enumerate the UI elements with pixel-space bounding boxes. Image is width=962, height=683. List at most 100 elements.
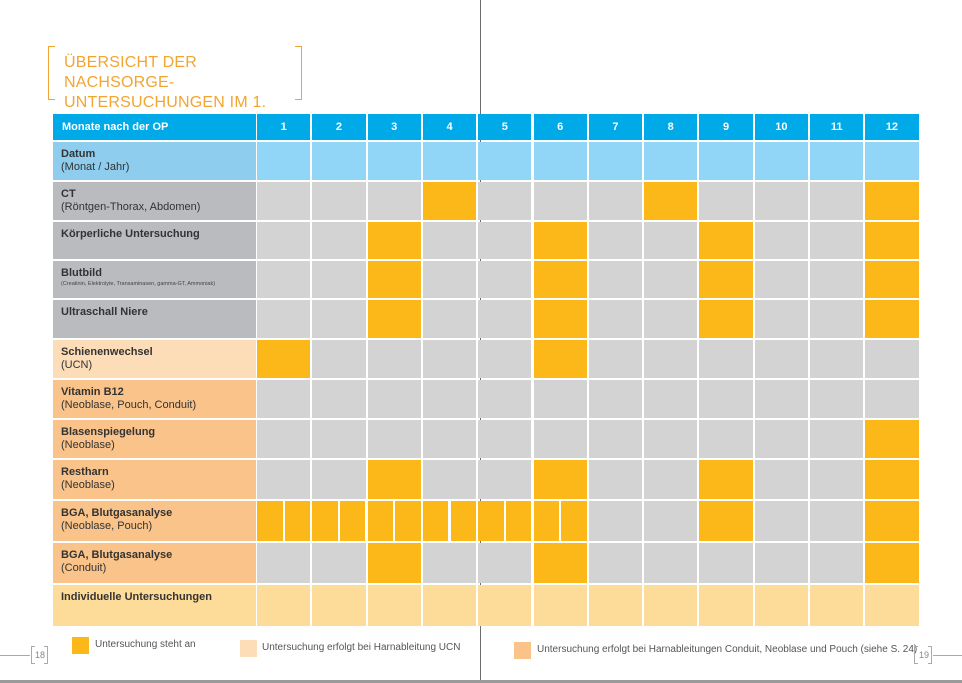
schedule-cell <box>810 182 864 220</box>
schedule-cell-marked <box>422 182 477 220</box>
row-name: Datum <box>61 148 96 160</box>
schedule-cell <box>810 585 864 626</box>
schedule-cell-marked <box>865 222 919 259</box>
schedule-cell <box>257 460 311 499</box>
schedule-cell <box>588 501 643 541</box>
row-label: Restharn (Neoblase) <box>53 460 256 499</box>
schedule-cell <box>754 340 808 378</box>
schedule-cell <box>588 460 643 499</box>
row-name: Körperliche Untersuchung <box>61 228 200 240</box>
schedule-cell <box>312 300 366 338</box>
schedule-cell-marked <box>257 340 311 378</box>
page-title: ÜBERSICHT DER NACHSORGE- UNTERSUCHUNGEN … <box>64 53 294 133</box>
schedule-cell <box>810 340 864 378</box>
schedule-cell <box>588 420 643 458</box>
title-bracket-left <box>48 46 55 100</box>
header-month: 9 <box>699 114 753 140</box>
schedule-cell-marked <box>699 261 753 298</box>
schedule-cell <box>478 543 532 583</box>
legend-swatch-conduit <box>514 642 531 659</box>
schedule-cell <box>699 420 753 458</box>
schedule-cell <box>588 380 643 418</box>
header-month: 7 <box>588 114 643 140</box>
row-label: Datum (Monat / Jahr) <box>53 142 256 180</box>
page-number-rule-right <box>933 655 962 656</box>
schedule-cell-half-marked <box>284 501 311 541</box>
schedule-cell <box>312 585 366 626</box>
schedule-cell-marked <box>533 261 587 298</box>
schedule-cell <box>754 585 808 626</box>
schedule-cell <box>257 420 311 458</box>
schedule-cell <box>754 380 808 418</box>
schedule-cell <box>478 380 532 418</box>
schedule-cell <box>478 222 532 259</box>
schedule-cell-marked <box>699 501 753 541</box>
schedule-cell <box>312 460 366 499</box>
schedule-cell-half-marked <box>339 501 366 541</box>
row-subtitle: (UCN) <box>61 359 93 371</box>
schedule-cell <box>478 420 532 458</box>
schedule-cell <box>257 261 311 298</box>
schedule-cell <box>478 182 532 220</box>
schedule-cell-marked <box>367 261 421 298</box>
schedule-cell-marked <box>533 460 587 499</box>
schedule-cell-half-marked <box>367 501 394 541</box>
schedule-cell <box>810 460 864 499</box>
schedule-cell <box>257 300 311 338</box>
schedule-cell-marked <box>865 182 919 220</box>
row-name: Ultraschall Niere <box>61 306 148 318</box>
row-subtitle: (Neoblase, Pouch, Conduit) <box>61 399 197 411</box>
schedule-cell <box>478 585 532 626</box>
title-block: ÜBERSICHT DER NACHSORGE- UNTERSUCHUNGEN … <box>48 46 302 131</box>
schedule-cell-marked <box>367 300 421 338</box>
schedule-cell <box>810 142 864 180</box>
page-number-right: 19 <box>918 650 929 660</box>
row-subtitle: (Neoblase) <box>61 439 115 451</box>
schedule-cell <box>644 340 698 378</box>
schedule-cell <box>810 380 864 418</box>
schedule-cell <box>257 543 311 583</box>
page-number-bracket-left <box>31 646 35 664</box>
schedule-cell <box>865 585 919 626</box>
schedule-cell <box>422 340 477 378</box>
row-label: CT (Röntgen-Thorax, Abdomen) <box>53 182 256 220</box>
schedule-cell <box>865 340 919 378</box>
legend-text-due: Untersuchung steht an <box>95 639 196 650</box>
schedule-cell <box>312 380 366 418</box>
schedule-cell-marked <box>533 543 587 583</box>
schedule-cell <box>754 261 808 298</box>
schedule-cell <box>699 142 753 180</box>
schedule-table: Monate nach der OP 1 2 3 4 5 6 7 8 9 10 11 12 Datum (M… <box>53 114 919 626</box>
schedule-cell <box>478 261 532 298</box>
page-number-left: 18 <box>34 650 45 660</box>
schedule-cell-half-marked <box>478 501 504 541</box>
schedule-cell <box>478 460 532 499</box>
page-number-bracket-left <box>914 646 918 664</box>
schedule-cell <box>644 543 698 583</box>
schedule-cell-half-marked <box>422 501 449 541</box>
schedule-cell <box>644 585 698 626</box>
row-subtitle: (Conduit) <box>61 562 107 574</box>
row-name: Blasenspiegelung <box>61 426 156 438</box>
schedule-cell <box>367 380 421 418</box>
schedule-cell <box>422 460 477 499</box>
schedule-cell <box>588 340 643 378</box>
row-detail: (Creatinin, Elektrolyte, Transaminasen, … <box>61 281 216 287</box>
schedule-cell-half-marked <box>312 501 338 541</box>
schedule-cell-half-marked <box>561 501 587 541</box>
schedule-cell <box>588 142 643 180</box>
schedule-cell <box>312 420 366 458</box>
row-label: Individuelle Untersuchungen <box>53 585 256 626</box>
schedule-cell-half-marked <box>533 501 560 541</box>
row-label: Blasenspiegelung (Neoblase) <box>53 420 256 458</box>
header-month: 3 <box>367 114 421 140</box>
schedule-cell <box>588 585 643 626</box>
schedule-cell-half-marked <box>505 501 532 541</box>
schedule-cell <box>754 300 808 338</box>
header-month: 11 <box>810 114 864 140</box>
schedule-cell <box>257 182 311 220</box>
schedule-cell <box>533 142 587 180</box>
schedule-cell-marked <box>644 182 698 220</box>
schedule-cell <box>533 380 587 418</box>
title-line-1: ÜBERSICHT DER NACHSORGE- <box>64 54 197 91</box>
